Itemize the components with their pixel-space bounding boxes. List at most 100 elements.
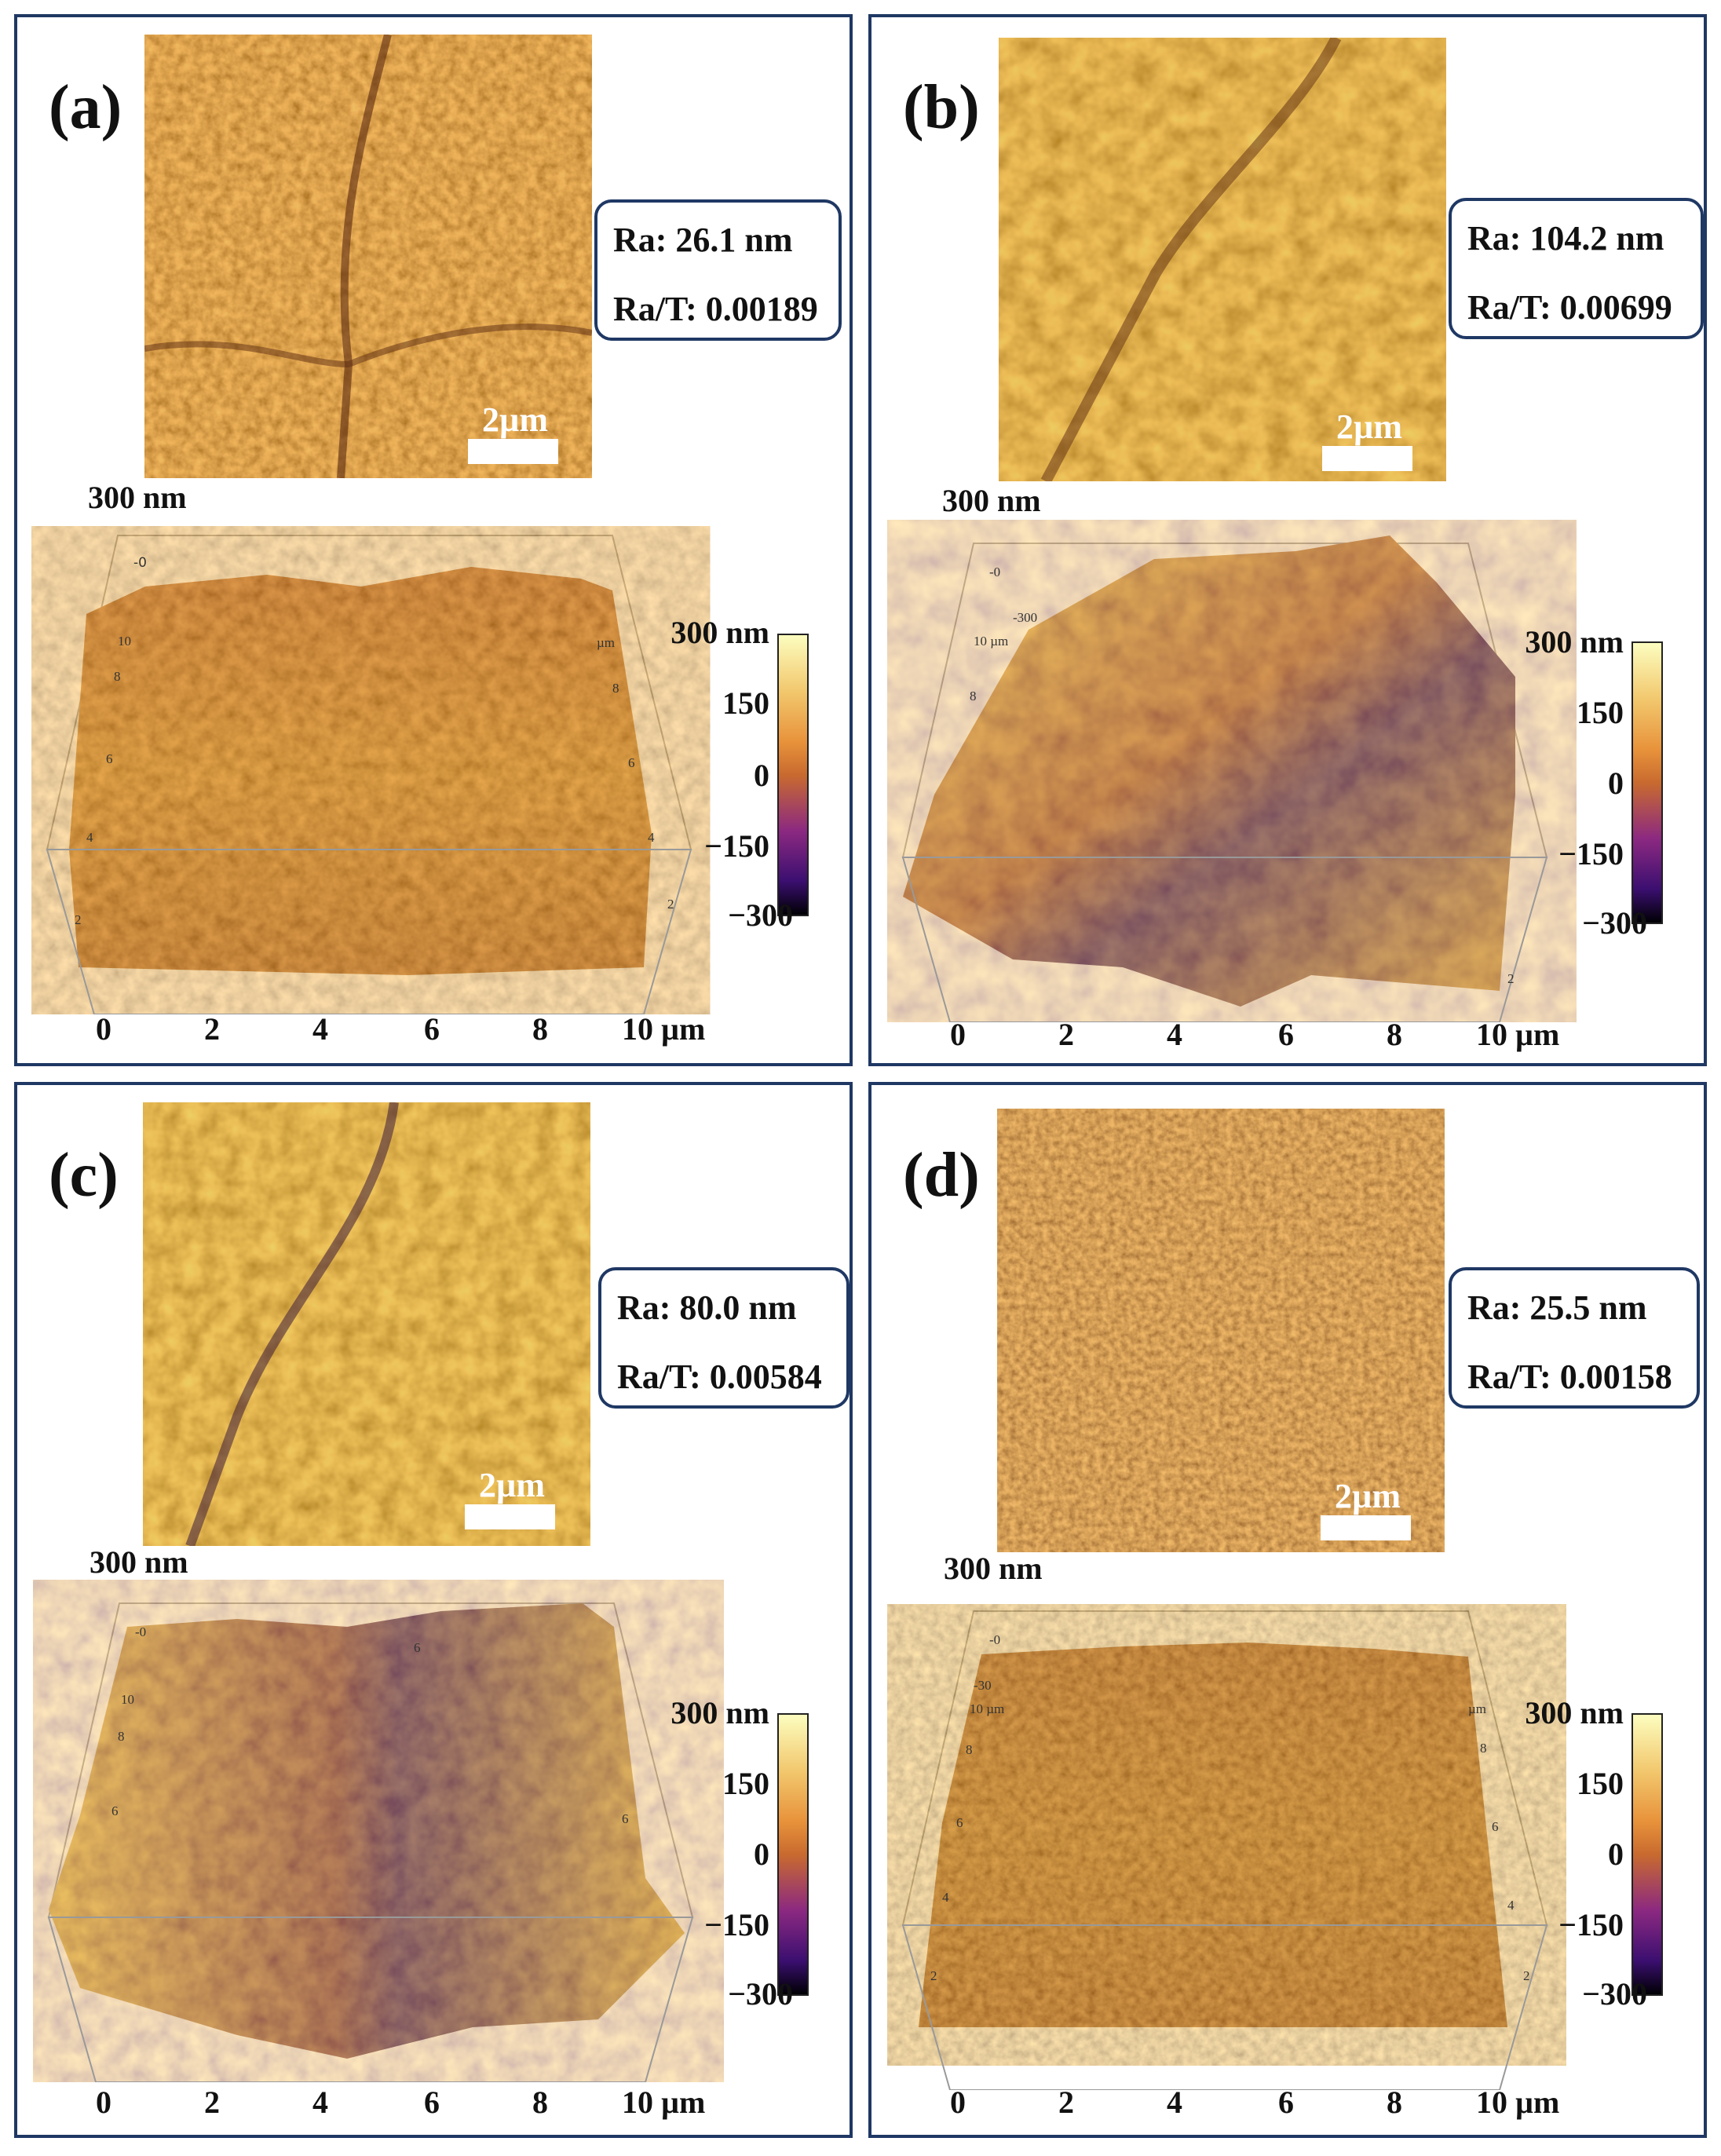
x-axis-tick: 2 bbox=[1058, 1017, 1074, 1052]
colorbar-tick: 300 nm bbox=[670, 1695, 769, 1730]
svg-text:8: 8 bbox=[114, 669, 121, 684]
svg-text:8: 8 bbox=[1480, 1741, 1487, 1756]
colorbar-tick: 150 bbox=[722, 685, 769, 721]
scale-bar-label: 2µm bbox=[1335, 1477, 1401, 1515]
colorbar-tick: −300 bbox=[1582, 905, 1647, 941]
z-axis-top-label: 300 nm bbox=[944, 1551, 1043, 1586]
afm-amplitude-texture bbox=[999, 38, 1446, 481]
colorbar-tick: 150 bbox=[1577, 695, 1624, 730]
afm-amplitude-image: 2µm bbox=[997, 1109, 1445, 1552]
afm-amplitude-image: 2µm bbox=[144, 35, 592, 478]
roughness-box: Ra: 80.0 nm Ra/T: 0.00584 bbox=[598, 1267, 850, 1409]
svg-text:8: 8 bbox=[612, 681, 619, 696]
x-axis-tick: 8 bbox=[1387, 2085, 1402, 2120]
x-axis-tick: 0 bbox=[96, 1011, 111, 1047]
x-axis-tick: 10 µm bbox=[622, 1011, 706, 1047]
colorbar-tick: −150 bbox=[1558, 836, 1624, 872]
panel-b: (b) 2µm Ra: 104.2 nm Ra/T: 0.00699 300 n… bbox=[868, 14, 1707, 1066]
svg-text:-0: -0 bbox=[135, 1624, 146, 1639]
x-axis-tick: 8 bbox=[532, 1011, 548, 1047]
panel-c: (c) 2µm Ra: 80.0 nm Ra/T: 0.00584 300 nm… bbox=[14, 1082, 853, 2138]
afm-3d-topography: -0 10 8 6 4 2 µm 8 6 4 2 bbox=[46, 535, 692, 1014]
panel-label: (c) bbox=[49, 1141, 119, 1210]
z-axis-top-label: 300 nm bbox=[90, 1544, 188, 1580]
x-axis-tick: 6 bbox=[424, 1011, 440, 1047]
ra-value: Ra: 80.0 nm bbox=[617, 1288, 797, 1327]
x-axis-tick: 10 µm bbox=[1476, 2085, 1560, 2120]
scale-bar bbox=[1322, 446, 1412, 471]
panel-label: (d) bbox=[903, 1141, 980, 1210]
x-axis-tick: 2 bbox=[204, 2085, 220, 2120]
colorbar bbox=[1631, 641, 1663, 924]
panel-label: (a) bbox=[49, 73, 122, 142]
x-axis-tick: 6 bbox=[424, 2085, 440, 2120]
scale-bar-label: 2µm bbox=[479, 1466, 546, 1504]
colorbar-tick: 300 nm bbox=[670, 615, 769, 650]
svg-text:6: 6 bbox=[106, 751, 113, 766]
panel-a: (a) 2µm Ra: 26.1 nm Ra/T: 0.00189 300 nm… bbox=[14, 14, 853, 1066]
svg-text:6: 6 bbox=[111, 1803, 119, 1818]
colorbar-tick: 0 bbox=[1608, 766, 1624, 801]
colorbar-tick: 300 nm bbox=[1525, 1695, 1624, 1730]
ra-value: Ra: 104.2 nm bbox=[1467, 219, 1664, 258]
ra-value: Ra: 25.5 nm bbox=[1467, 1288, 1647, 1327]
colorbar-tick: 300 nm bbox=[1525, 624, 1624, 660]
scale-bar bbox=[465, 1504, 555, 1529]
svg-text:10 µm: 10 µm bbox=[974, 634, 1008, 649]
x-axis-tick: 6 bbox=[1278, 1017, 1294, 1052]
svg-text:2: 2 bbox=[1507, 971, 1515, 986]
colorbar-tick: 0 bbox=[1608, 1836, 1624, 1872]
x-axis-tick: 4 bbox=[1167, 1017, 1182, 1052]
x-axis-tick: 10 µm bbox=[1476, 1017, 1560, 1052]
svg-text:6: 6 bbox=[628, 755, 635, 770]
svg-text:2: 2 bbox=[1523, 1968, 1530, 1983]
svg-text:4: 4 bbox=[942, 1890, 949, 1905]
scale-bar-label: 2µm bbox=[1336, 407, 1403, 446]
svg-text:6: 6 bbox=[1492, 1819, 1499, 1834]
roughness-box: Ra: 26.1 nm Ra/T: 0.00189 bbox=[594, 199, 842, 341]
roughness-box: Ra: 25.5 nm Ra/T: 0.00158 bbox=[1449, 1267, 1700, 1409]
afm-amplitude-texture bbox=[997, 1109, 1445, 1552]
z-axis-top-label: 300 nm bbox=[942, 483, 1041, 518]
svg-text:8: 8 bbox=[118, 1729, 125, 1744]
svg-text:-0: -0 bbox=[133, 555, 147, 571]
x-axis-tick: 6 bbox=[1278, 2085, 1294, 2120]
x-axis-tick: 4 bbox=[312, 1011, 328, 1047]
svg-text:4: 4 bbox=[648, 830, 655, 845]
afm-amplitude-texture bbox=[143, 1102, 590, 1546]
x-axis-tick: 4 bbox=[1167, 2085, 1182, 2120]
svg-text:2: 2 bbox=[930, 1968, 937, 1983]
svg-text:6: 6 bbox=[414, 1640, 421, 1655]
scale-bar bbox=[1321, 1515, 1411, 1540]
svg-text:8: 8 bbox=[970, 689, 977, 703]
panel-d: (d) 2µm Ra: 25.5 nm Ra/T: 0.00158 300 nm… bbox=[868, 1082, 1707, 2138]
x-axis-tick: 8 bbox=[1387, 1017, 1402, 1052]
colorbar bbox=[777, 1713, 809, 1996]
svg-text:2: 2 bbox=[667, 897, 674, 912]
svg-text:-300: -300 bbox=[1013, 610, 1037, 625]
ra-t-value: Ra/T: 0.00158 bbox=[1467, 1358, 1672, 1396]
x-axis-tick: 8 bbox=[532, 2085, 548, 2120]
ra-t-value: Ra/T: 0.00189 bbox=[613, 290, 818, 328]
x-axis-tick: 10 µm bbox=[622, 2085, 706, 2120]
colorbar-tick: −300 bbox=[728, 1976, 793, 2012]
svg-text:6: 6 bbox=[956, 1815, 963, 1830]
panel-label: (b) bbox=[903, 73, 980, 142]
scale-bar bbox=[468, 439, 558, 464]
ra-t-value: Ra/T: 0.00699 bbox=[1467, 288, 1672, 327]
svg-text:-0: -0 bbox=[989, 1632, 1000, 1647]
colorbar-tick: 0 bbox=[754, 1836, 769, 1872]
x-axis-tick: 0 bbox=[96, 2085, 111, 2120]
colorbar-tick: 150 bbox=[1577, 1766, 1624, 1801]
x-axis-tick: 2 bbox=[1058, 2085, 1074, 2120]
x-axis-tick: 4 bbox=[312, 2085, 328, 2120]
svg-text:-0: -0 bbox=[989, 565, 1000, 579]
afm-3d-topography: -0 -30 10 µm 8 6 4 2 µm 8 6 4 2 bbox=[901, 1610, 1548, 2090]
ra-t-value: Ra/T: 0.00584 bbox=[617, 1358, 822, 1396]
z-axis-top-label: 300 nm bbox=[88, 480, 187, 515]
colorbar-tick: 0 bbox=[754, 758, 769, 793]
colorbar-tick: −150 bbox=[1558, 1907, 1624, 1942]
colorbar-tick: −150 bbox=[704, 828, 769, 864]
colorbar bbox=[1631, 1713, 1663, 1996]
svg-text:2: 2 bbox=[75, 912, 82, 927]
